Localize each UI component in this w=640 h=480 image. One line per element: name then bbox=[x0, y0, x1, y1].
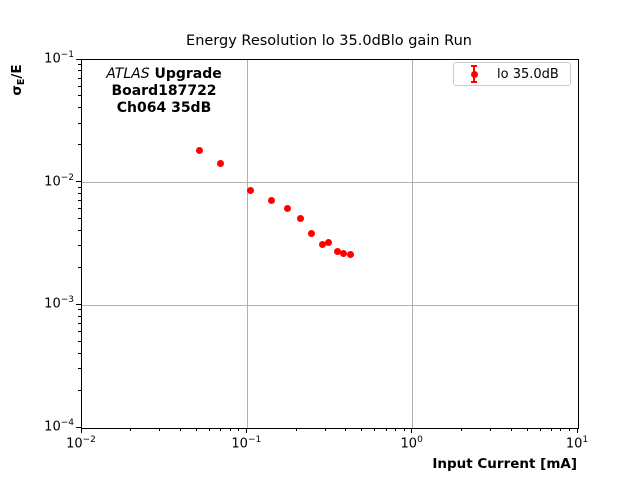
data-point bbox=[334, 248, 342, 256]
y-minor-tick bbox=[78, 245, 81, 247]
data-point bbox=[325, 238, 333, 246]
x-minor-tick bbox=[403, 428, 405, 431]
x-minor-tick bbox=[460, 428, 462, 431]
y-minor-tick bbox=[78, 193, 81, 195]
x-minor-tick bbox=[196, 428, 198, 431]
y-major-tick bbox=[76, 303, 81, 305]
y-minor-tick bbox=[78, 340, 81, 342]
y-major-tick bbox=[76, 181, 81, 183]
y-minor-tick bbox=[78, 352, 81, 354]
y-minor-tick bbox=[78, 186, 81, 188]
y-minor-tick bbox=[78, 208, 81, 210]
y-tick-label: 10−3 bbox=[44, 295, 74, 312]
x-major-tick bbox=[576, 428, 578, 433]
y-minor-tick bbox=[78, 77, 81, 79]
data-point bbox=[283, 205, 291, 213]
x-minor-tick bbox=[180, 428, 182, 431]
x-minor-tick bbox=[539, 428, 541, 431]
data-point bbox=[217, 159, 225, 167]
y-minor-tick bbox=[78, 107, 81, 109]
data-point bbox=[267, 197, 275, 205]
y-minor-tick bbox=[78, 322, 81, 324]
y-axis-label-rest: /E bbox=[9, 64, 25, 79]
x-tick-label: 10−2 bbox=[66, 435, 96, 452]
y-minor-tick bbox=[78, 367, 81, 369]
annotation-board: Board187722 bbox=[111, 83, 217, 99]
errorbar-marker-icon bbox=[464, 65, 484, 83]
x-minor-tick bbox=[385, 428, 387, 431]
annotation-experiment: ATLAS bbox=[106, 66, 150, 82]
y-minor-tick bbox=[78, 95, 81, 97]
x-minor-tick bbox=[560, 428, 562, 431]
data-point bbox=[318, 240, 326, 248]
y-tick-label: 10−2 bbox=[44, 172, 74, 189]
annotation-experiment-suffix: Upgrade bbox=[149, 66, 222, 82]
y-gridline bbox=[82, 182, 578, 184]
x-minor-tick bbox=[209, 428, 211, 431]
annotation-channel: Ch064 35dB bbox=[116, 100, 212, 116]
y-minor-tick bbox=[78, 229, 81, 231]
x-minor-tick bbox=[159, 428, 161, 431]
y-axis-label-subscript: E bbox=[16, 78, 27, 86]
x-minor-tick bbox=[550, 428, 552, 431]
data-point bbox=[247, 187, 255, 195]
annotation-block: ATLAS Upgrade Board187722 Ch064 35dB bbox=[91, 66, 237, 117]
chart-title: Energy Resolution lo 35.0dBlo gain Run bbox=[186, 33, 472, 49]
y-tick-label: 10−4 bbox=[44, 418, 74, 435]
legend: lo 35.0dB bbox=[453, 62, 571, 86]
x-minor-tick bbox=[568, 428, 570, 431]
y-axis-label-sigma: σ bbox=[9, 85, 25, 96]
x-major-tick bbox=[411, 428, 413, 433]
y-minor-tick bbox=[78, 122, 81, 124]
y-minor-tick bbox=[78, 309, 81, 311]
x-minor-tick bbox=[526, 428, 528, 431]
x-minor-tick bbox=[130, 428, 132, 431]
x-minor-tick bbox=[229, 428, 231, 431]
data-point bbox=[297, 215, 305, 223]
y-minor-tick bbox=[78, 315, 81, 317]
x-minor-tick bbox=[324, 428, 326, 431]
x-axis-label: Input Current [mA] bbox=[432, 456, 577, 472]
x-minor-tick bbox=[295, 428, 297, 431]
x-tick-label: 10−1 bbox=[231, 435, 262, 452]
y-gridline bbox=[82, 304, 578, 306]
y-minor-tick bbox=[78, 200, 81, 202]
x-minor-tick bbox=[220, 428, 222, 431]
legend-label: lo 35.0dB bbox=[497, 66, 559, 82]
x-major-tick bbox=[245, 428, 247, 433]
x-minor-tick bbox=[490, 428, 492, 431]
x-tick-label: 101 bbox=[565, 435, 589, 452]
x-gridline bbox=[412, 60, 414, 428]
y-minor-tick bbox=[78, 389, 81, 391]
y-minor-tick bbox=[78, 218, 81, 220]
data-point bbox=[307, 229, 315, 237]
y-major-tick bbox=[76, 58, 81, 60]
x-minor-tick bbox=[395, 428, 397, 431]
annotation-line-1: ATLAS Upgrade bbox=[91, 66, 237, 83]
y-minor-tick bbox=[78, 331, 81, 333]
x-minor-tick bbox=[238, 428, 240, 431]
x-tick-label: 100 bbox=[400, 435, 423, 452]
x-gridline bbox=[246, 60, 248, 428]
data-point bbox=[340, 249, 348, 257]
x-minor-tick bbox=[361, 428, 363, 431]
y-minor-tick bbox=[78, 266, 81, 268]
x-minor-tick bbox=[345, 428, 347, 431]
y-minor-tick bbox=[78, 64, 81, 66]
x-minor-tick bbox=[374, 428, 376, 431]
y-tick-label: 10−1 bbox=[44, 50, 74, 67]
data-point bbox=[195, 146, 203, 154]
y-axis-label: σE/E bbox=[9, 54, 27, 106]
x-minor-tick bbox=[510, 428, 512, 431]
y-major-tick bbox=[76, 426, 81, 428]
y-minor-tick bbox=[78, 85, 81, 87]
data-point bbox=[346, 250, 354, 258]
y-minor-tick bbox=[78, 144, 81, 146]
x-major-tick bbox=[80, 428, 82, 433]
y-minor-tick bbox=[78, 70, 81, 72]
